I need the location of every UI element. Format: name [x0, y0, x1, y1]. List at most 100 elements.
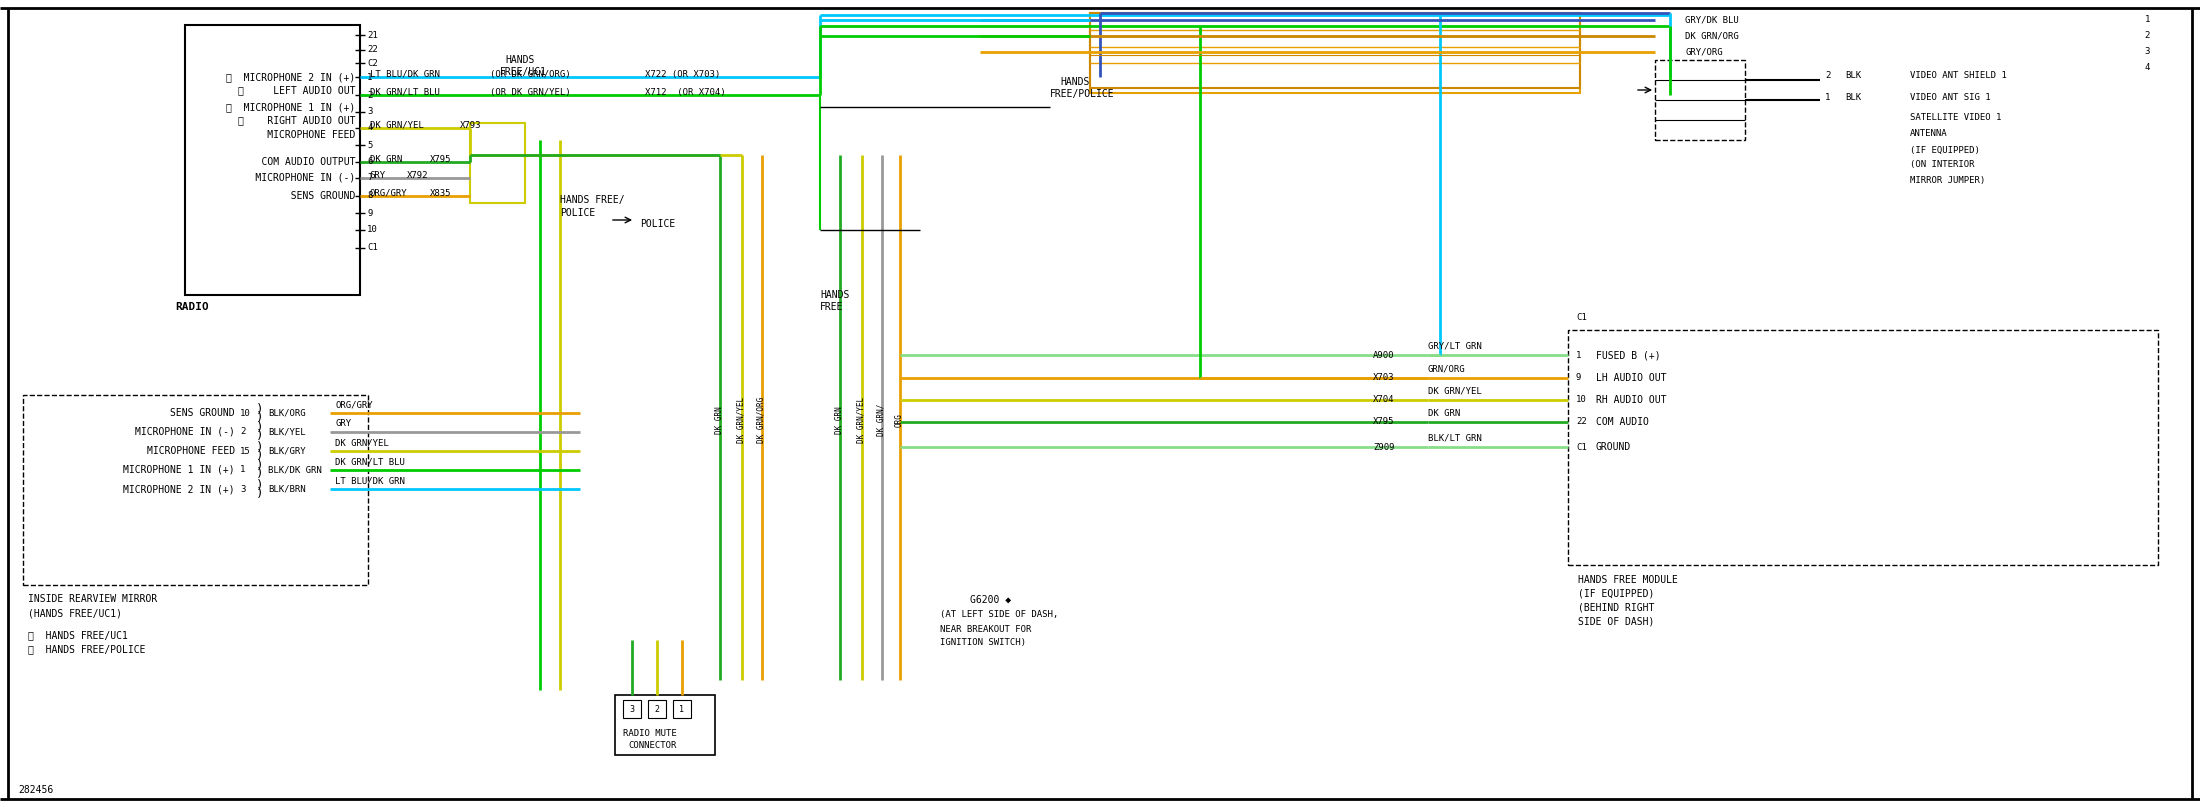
Text: SENS GROUND: SENS GROUND [169, 408, 235, 418]
Text: CONNECTOR: CONNECTOR [627, 741, 675, 750]
Text: 282456: 282456 [18, 785, 53, 795]
Text: MIRROR JUMPER): MIRROR JUMPER) [1910, 175, 1984, 185]
Text: X793: X793 [460, 120, 482, 129]
Text: X703: X703 [1373, 374, 1395, 383]
Text: GRY: GRY [370, 170, 387, 179]
Text: MICROPHONE 2 IN (+): MICROPHONE 2 IN (+) [123, 484, 235, 494]
Text: ①  MICROPHONE 1 IN (+): ① MICROPHONE 1 IN (+) [227, 102, 354, 112]
Text: (OR DK GRN/ORG): (OR DK GRN/ORG) [491, 69, 570, 78]
Text: FREE: FREE [821, 302, 843, 312]
Text: RADIO: RADIO [176, 302, 209, 312]
Text: DK GRN/YEL: DK GRN/YEL [1428, 387, 1483, 395]
Text: GRY: GRY [334, 420, 352, 429]
Text: 8: 8 [367, 191, 372, 200]
Text: SENS GROUND: SENS GROUND [231, 191, 354, 201]
Text: X792: X792 [407, 170, 429, 179]
Text: (BEHIND RIGHT: (BEHIND RIGHT [1577, 603, 1654, 613]
Text: HANDS: HANDS [1060, 77, 1089, 87]
Text: (AT LEFT SIDE OF DASH,: (AT LEFT SIDE OF DASH, [939, 611, 1058, 620]
Text: 2: 2 [367, 90, 372, 99]
Bar [471, 123, 526, 203]
Text: 22: 22 [367, 45, 378, 55]
Text: BLK/DK GRN: BLK/DK GRN [268, 466, 321, 475]
Text: ORG/GRY: ORG/GRY [334, 400, 372, 409]
Text: 6: 6 [367, 157, 372, 166]
Text: RH AUDIO OUT: RH AUDIO OUT [1595, 395, 1668, 405]
Bar [1569, 330, 2158, 565]
Text: 21: 21 [367, 31, 378, 40]
Text: INSIDE REARVIEW MIRROR: INSIDE REARVIEW MIRROR [29, 594, 156, 604]
Bar [22, 395, 367, 585]
Text: A900: A900 [1373, 350, 1395, 359]
Text: 2: 2 [240, 428, 246, 437]
Text: 22: 22 [1575, 417, 1586, 427]
Bar [673, 700, 691, 718]
Text: ①  HANDS FREE/UC1: ① HANDS FREE/UC1 [29, 630, 128, 640]
Text: ①  MICROPHONE 2 IN (+): ① MICROPHONE 2 IN (+) [227, 72, 354, 82]
Bar [616, 695, 715, 755]
Text: ORG/GRY: ORG/GRY [370, 189, 407, 198]
Bar [1654, 60, 1745, 140]
Text: GROUND: GROUND [1595, 442, 1630, 452]
Text: GRY/LT GRN: GRY/LT GRN [1428, 341, 1483, 350]
Text: MICROPHONE IN (-): MICROPHONE IN (-) [134, 427, 235, 437]
Text: BLK/GRY: BLK/GRY [268, 446, 306, 455]
Text: HANDS FREE/: HANDS FREE/ [561, 195, 625, 205]
Bar [1089, 13, 1580, 88]
Text: 3: 3 [629, 705, 634, 713]
Text: DK GRN/ORG: DK GRN/ORG [757, 397, 766, 443]
Text: ): ) [255, 441, 264, 454]
Text: ORG: ORG [895, 413, 904, 427]
Text: DK GRN/LT BLU: DK GRN/LT BLU [370, 87, 440, 97]
Text: DK GRN/ORG: DK GRN/ORG [1685, 31, 1738, 40]
Text: DK GRN: DK GRN [836, 406, 845, 434]
Text: X704: X704 [1373, 395, 1395, 404]
Text: DK GRN/YEL: DK GRN/YEL [858, 397, 867, 443]
Text: BLK/YEL: BLK/YEL [268, 428, 306, 437]
Text: 2: 2 [2145, 31, 2149, 40]
Text: DK GRN/LT BLU: DK GRN/LT BLU [334, 458, 405, 466]
Text: C2: C2 [367, 58, 378, 68]
Text: GRY/ORG: GRY/ORG [1685, 48, 1723, 56]
Text: VIDEO ANT SIG 1: VIDEO ANT SIG 1 [1910, 93, 1991, 102]
Text: X795: X795 [429, 154, 451, 164]
Text: MICROPHONE 1 IN (+): MICROPHONE 1 IN (+) [123, 465, 235, 475]
Text: DK GRN: DK GRN [715, 406, 724, 434]
Text: VIDEO ANT SHIELD 1: VIDEO ANT SHIELD 1 [1910, 72, 2006, 81]
Text: DK GRN/YEL: DK GRN/YEL [334, 438, 389, 448]
Text: RADIO MUTE: RADIO MUTE [623, 729, 678, 738]
Text: NEAR BREAKOUT FOR: NEAR BREAKOUT FOR [939, 625, 1032, 633]
Text: X722 (OR X703): X722 (OR X703) [645, 69, 719, 78]
Text: 1: 1 [680, 705, 684, 713]
Text: MICROPHONE FEED: MICROPHONE FEED [231, 130, 354, 140]
Text: C1: C1 [367, 244, 378, 253]
Text: 10: 10 [1575, 395, 1586, 404]
Text: X712  (OR X704): X712 (OR X704) [645, 87, 726, 97]
Bar [649, 700, 667, 718]
Text: 7: 7 [367, 174, 372, 182]
Text: MICROPHONE FEED: MICROPHONE FEED [147, 446, 235, 456]
Text: 3: 3 [240, 484, 246, 494]
Text: DK GRN: DK GRN [1428, 408, 1461, 417]
Text: POLICE: POLICE [561, 208, 596, 218]
Text: ②  HANDS FREE/POLICE: ② HANDS FREE/POLICE [29, 644, 145, 654]
Text: ): ) [255, 403, 264, 416]
Text: ANTENNA: ANTENNA [1910, 129, 1947, 139]
Text: C1: C1 [1575, 442, 1586, 451]
Text: FREE/POLICE: FREE/POLICE [1049, 89, 1115, 99]
Text: X835: X835 [429, 189, 451, 198]
Text: LT BLU/DK GRN: LT BLU/DK GRN [334, 476, 405, 486]
Text: ): ) [255, 411, 264, 424]
Text: ②     LEFT AUDIO OUT: ② LEFT AUDIO OUT [238, 85, 354, 95]
Text: 10: 10 [367, 225, 378, 235]
Text: BLK: BLK [1846, 72, 1861, 81]
Text: COM AUDIO: COM AUDIO [1595, 417, 1648, 427]
Text: C1: C1 [1575, 313, 1586, 323]
Text: ②    RIGHT AUDIO OUT: ② RIGHT AUDIO OUT [238, 115, 354, 125]
Text: (OR DK GRN/YEL): (OR DK GRN/YEL) [491, 87, 570, 97]
Text: DK GRN/YEL: DK GRN/YEL [737, 397, 746, 443]
Text: SIDE OF DASH): SIDE OF DASH) [1577, 617, 1654, 627]
Text: LH AUDIO OUT: LH AUDIO OUT [1595, 373, 1668, 383]
Text: 2: 2 [656, 705, 660, 713]
Text: BLK/LT GRN: BLK/LT GRN [1428, 433, 1483, 442]
